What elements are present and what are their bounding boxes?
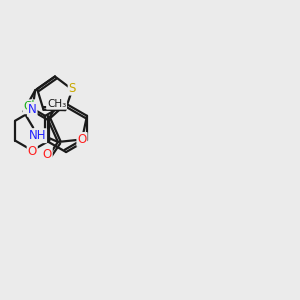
Text: O: O: [28, 146, 37, 158]
Text: O: O: [77, 133, 87, 146]
Text: N: N: [28, 103, 37, 116]
Text: S: S: [69, 82, 76, 94]
Text: CH₃: CH₃: [47, 99, 66, 109]
Text: NH: NH: [28, 129, 46, 142]
Text: Cl: Cl: [24, 100, 35, 113]
Text: O: O: [43, 148, 52, 161]
